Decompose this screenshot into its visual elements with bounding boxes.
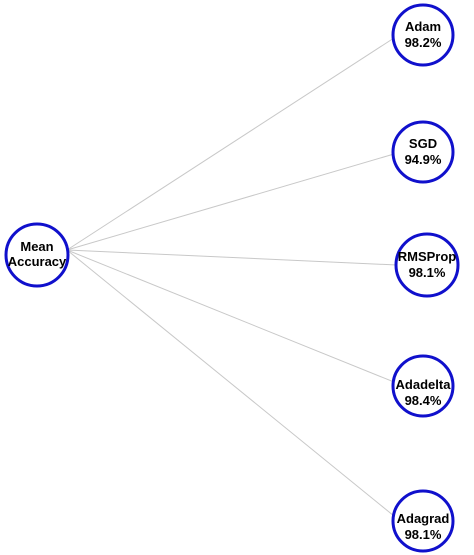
hub-node-circle bbox=[4, 222, 70, 288]
leaf-value: 98.2% bbox=[405, 35, 442, 50]
leaf-node-circle bbox=[391, 354, 455, 418]
edges bbox=[66, 37, 398, 517]
leaf-value: 98.1% bbox=[405, 527, 442, 542]
leaf-name: RMSProp bbox=[398, 249, 457, 264]
leaf-value: 94.9% bbox=[405, 152, 442, 167]
hub-label-line-2: Accuracy bbox=[8, 254, 67, 269]
hub-label-line-1: Mean bbox=[20, 239, 53, 254]
leaf-node-adam: Adam 98.2% bbox=[391, 3, 455, 67]
leaf-node-sgd: SGD 94.9% bbox=[391, 120, 455, 184]
leaf-node-rmsprop: RMSProp 98.1% bbox=[394, 232, 460, 298]
leaf-node-circle bbox=[391, 489, 455, 553]
leaf-node-circle bbox=[391, 3, 455, 67]
leaf-node-adagrad: Adagrad 98.1% bbox=[391, 489, 455, 553]
edge-adam bbox=[66, 37, 395, 251]
leaf-node-adadelta: Adadelta 98.4% bbox=[391, 354, 455, 418]
leaf-name: SGD bbox=[409, 136, 437, 151]
leaf-value: 98.1% bbox=[409, 265, 446, 280]
edge-adagrad bbox=[66, 249, 395, 517]
hub-node-mean-accuracy: Mean Accuracy bbox=[4, 222, 70, 288]
leaf-name: Adadelta bbox=[396, 377, 452, 392]
edge-adadelta bbox=[66, 249, 395, 383]
edge-sgd bbox=[66, 153, 395, 251]
leaf-node-circle bbox=[394, 232, 460, 298]
edge-rmsprop bbox=[66, 249, 398, 266]
leaf-node-circle bbox=[391, 120, 455, 184]
leaf-value: 98.4% bbox=[405, 393, 442, 408]
leaf-name: Adam bbox=[405, 19, 441, 34]
leaf-name: Adagrad bbox=[397, 511, 450, 526]
